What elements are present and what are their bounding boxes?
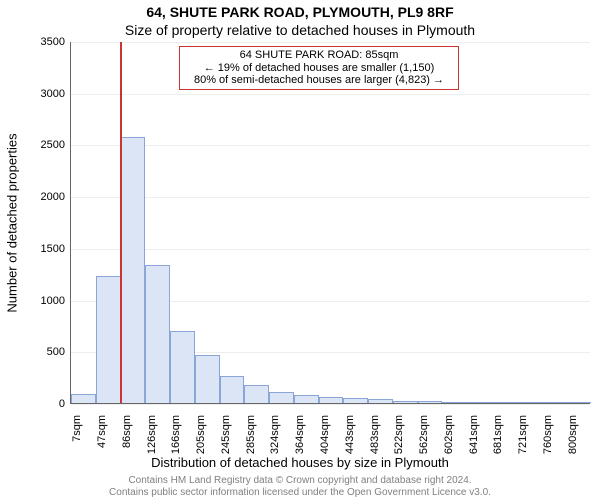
histogram-bar	[269, 392, 294, 403]
y-tick-label: 2500	[41, 139, 65, 151]
histogram-bar	[418, 401, 443, 403]
chart-title-line2: Size of property relative to detached ho…	[0, 22, 600, 38]
chart-title-line1: 64, SHUTE PARK ROAD, PLYMOUTH, PL9 8RF	[0, 4, 600, 20]
histogram-bar	[541, 402, 566, 403]
x-tick-label: 641sqm	[468, 415, 480, 454]
x-tick-label: 126sqm	[146, 415, 158, 454]
reference-line	[120, 42, 122, 403]
y-tick-label: 1500	[41, 243, 65, 255]
histogram-bar	[467, 402, 492, 403]
histogram-bar	[442, 402, 467, 403]
annotation-line1: 64 SHUTE PARK ROAD: 85sqm	[184, 49, 454, 62]
x-tick-label: 285sqm	[245, 415, 257, 454]
histogram-bar	[319, 397, 344, 403]
footer-line1: Contains HM Land Registry data © Crown c…	[0, 475, 600, 487]
x-tick-label: 602sqm	[443, 415, 455, 454]
x-tick-label: 205sqm	[195, 415, 207, 454]
histogram-bar	[170, 331, 195, 403]
plot-area: 05001000150020002500300035007sqm47sqm86s…	[70, 42, 590, 404]
x-tick-label: 404sqm	[319, 415, 331, 454]
histogram-bar	[566, 402, 591, 403]
histogram-bar	[121, 137, 146, 403]
x-tick-label: 166sqm	[170, 415, 182, 454]
x-tick-label: 443sqm	[344, 415, 356, 454]
chart-container: { "title_line1": "64, SHUTE PARK ROAD, P…	[0, 0, 600, 500]
x-tick-label: 721sqm	[517, 415, 529, 454]
gridline	[71, 145, 590, 146]
histogram-bar	[492, 402, 517, 403]
histogram-bar	[294, 395, 319, 403]
annotation-line2: ← 19% of detached houses are smaller (1,…	[184, 62, 454, 75]
annotation-line3: 80% of semi-detached houses are larger (…	[184, 74, 454, 87]
x-tick-label: 483sqm	[369, 415, 381, 454]
histogram-bar	[517, 402, 542, 403]
x-tick-label: 7sqm	[71, 415, 83, 442]
y-tick-label: 0	[59, 398, 65, 410]
footer: Contains HM Land Registry data © Crown c…	[0, 475, 600, 498]
x-axis-label: Distribution of detached houses by size …	[0, 455, 600, 470]
y-tick-label: 2000	[41, 191, 65, 203]
histogram-bar	[244, 385, 269, 403]
histogram-bar	[368, 399, 393, 403]
x-tick-label: 364sqm	[294, 415, 306, 454]
histogram-bar	[343, 398, 368, 403]
annotation-box: 64 SHUTE PARK ROAD: 85sqm ← 19% of detac…	[179, 46, 459, 90]
x-tick-label: 47sqm	[96, 415, 108, 448]
histogram-bar	[220, 376, 245, 403]
x-tick-label: 681sqm	[492, 415, 504, 454]
x-tick-label: 324sqm	[269, 415, 281, 454]
y-tick-label: 3500	[41, 36, 65, 48]
histogram-bar	[393, 401, 418, 403]
x-tick-label: 800sqm	[567, 415, 579, 454]
footer-line2: Contains public sector information licen…	[0, 487, 600, 499]
x-tick-label: 562sqm	[418, 415, 430, 454]
gridline	[71, 197, 590, 198]
x-tick-label: 522sqm	[393, 415, 405, 454]
histogram-bar	[96, 276, 121, 403]
histogram-bar	[145, 265, 170, 403]
y-tick-label: 3000	[41, 88, 65, 100]
histogram-bar	[195, 355, 220, 403]
histogram-bar	[71, 394, 96, 403]
gridline	[71, 404, 590, 405]
y-tick-label: 1000	[41, 295, 65, 307]
x-tick-label: 86sqm	[121, 415, 133, 448]
x-tick-label: 245sqm	[220, 415, 232, 454]
y-tick-label: 500	[47, 346, 65, 358]
gridline	[71, 249, 590, 250]
x-tick-label: 760sqm	[542, 415, 554, 454]
gridline	[71, 42, 590, 43]
gridline	[71, 94, 590, 95]
y-axis-label: Number of detached properties	[5, 133, 20, 312]
